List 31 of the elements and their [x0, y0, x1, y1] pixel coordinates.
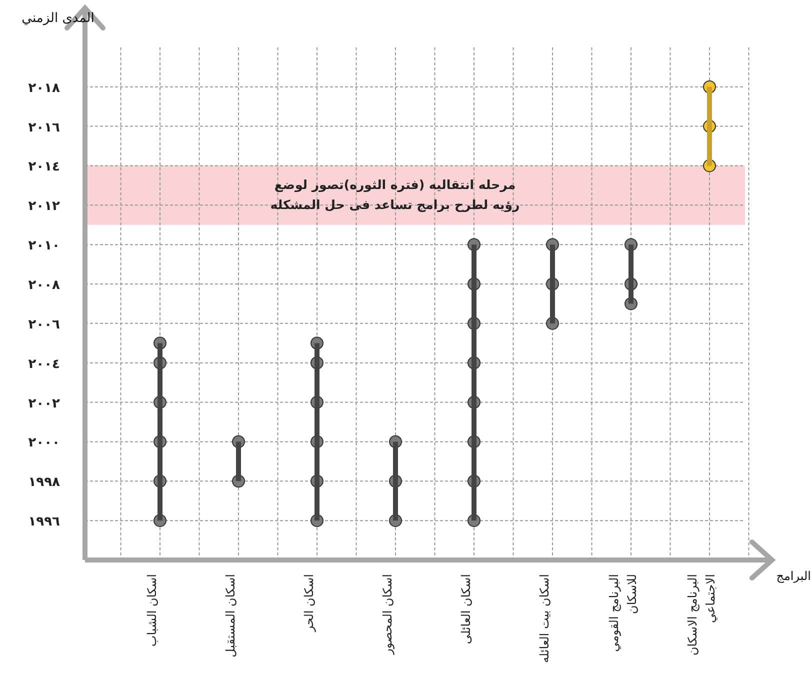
y-tick-label: ٢٠٠٠: [28, 436, 60, 451]
y-tick-label: ١٩٩٨: [28, 475, 60, 490]
bar: [158, 343, 162, 521]
y-tick-label: ٢٠٠٨: [28, 278, 60, 293]
x-tick-label: اسكان العائلى: [459, 574, 473, 644]
x-tick-label: البرنامج الاسكان الاجتماعي: [686, 574, 718, 656]
bar: [393, 442, 398, 521]
y-tick-label: ٢٠٠٢: [28, 396, 60, 412]
bar: [236, 442, 241, 482]
x-tick-label: اسكان الشباب: [145, 574, 159, 647]
y-tick-label: ١٩٩٦: [28, 514, 60, 530]
y-tick-label: ٢٠١٨: [28, 80, 60, 96]
y-tick-label: ٢٠١٦: [28, 120, 60, 136]
y-axis-title: المدى الزمني: [22, 11, 94, 26]
x-tick-label: البرنامج القومي للاسكان: [607, 574, 639, 652]
bar: [707, 86, 712, 166]
bar: [314, 343, 320, 521]
y-tick-label: ٢٠٠٦: [28, 317, 60, 332]
y-tick-label: ٢٠١٤: [28, 160, 60, 175]
y-tick-label: ٢٠٠٤: [28, 356, 60, 372]
bar: [550, 244, 555, 324]
y-tick-label: ٢٠١٢: [28, 199, 60, 214]
x-tick-label: اسكان المحصور: [380, 574, 394, 656]
bar: [628, 244, 634, 304]
y-tick-label: ٢٠١٠: [28, 238, 60, 254]
x-tick-label: اسكان المستقبل: [224, 574, 238, 658]
band-label: مرحله انتقاليه (فتره الثوره)تصور لوضع رؤيه لطرح برامج تساعد فى حل المشكله: [270, 176, 520, 214]
bar: [472, 244, 476, 521]
x-axis-title: البرامج: [776, 569, 811, 583]
x-tick-label: اسكان بيت العائله: [538, 574, 552, 664]
x-tick-label: اسكان الحر: [302, 574, 316, 633]
